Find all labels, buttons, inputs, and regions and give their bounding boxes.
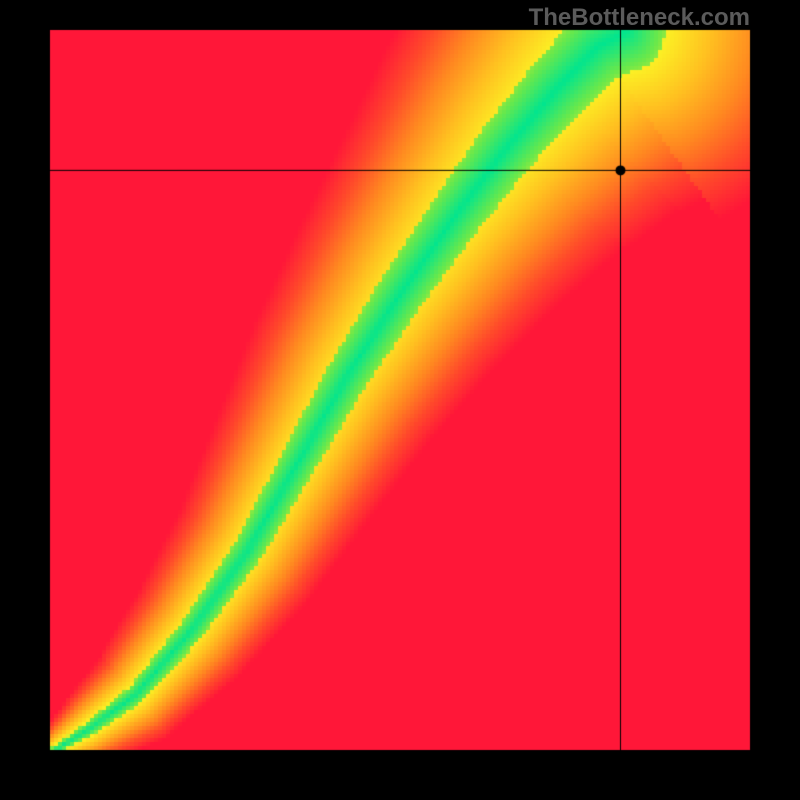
watermark-text: TheBottleneck.com [529,4,750,32]
bottleneck-heatmap [0,0,800,800]
chart-container: TheBottleneck.com [0,0,800,800]
